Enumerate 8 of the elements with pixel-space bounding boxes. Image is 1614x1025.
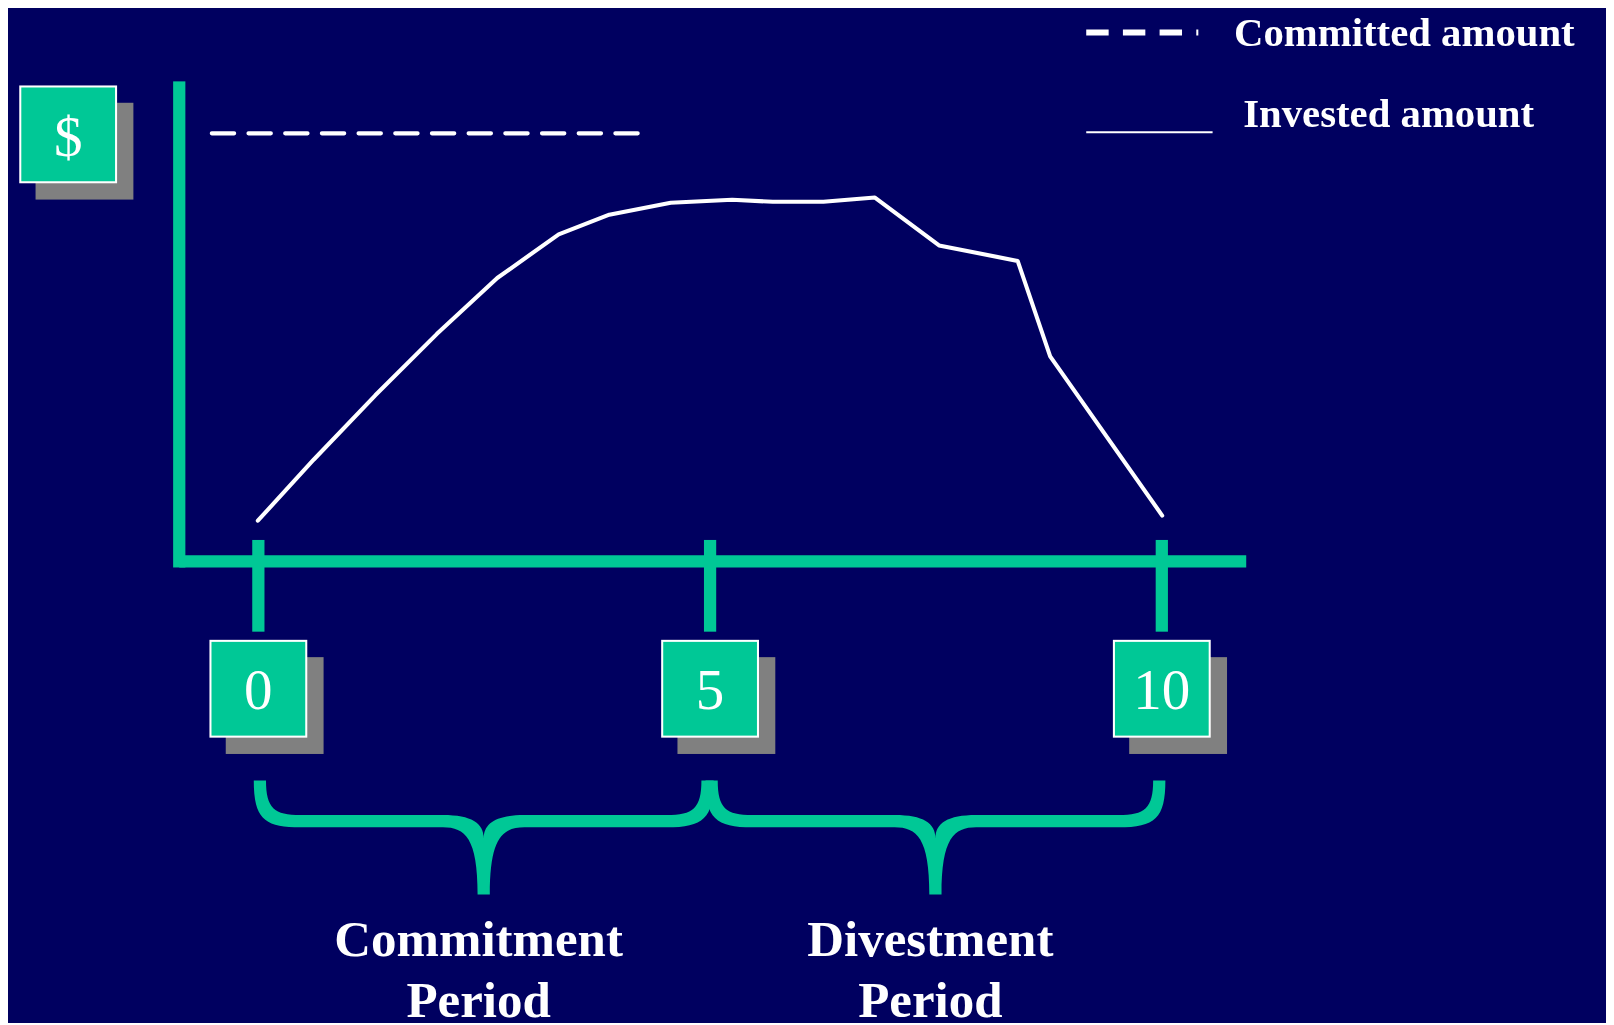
- x-tick-label: 10: [1133, 657, 1191, 721]
- y-axis-title: $: [53, 104, 83, 168]
- legend-label: Committed amount: [1233, 9, 1576, 55]
- text: Divestment Period: [807, 910, 1054, 1025]
- text: Commitment Period: [334, 910, 623, 1025]
- x-tick-label: 0: [244, 657, 273, 721]
- legend-label: Invested amount: [1243, 91, 1535, 137]
- x-tick-label: 5: [695, 657, 725, 721]
